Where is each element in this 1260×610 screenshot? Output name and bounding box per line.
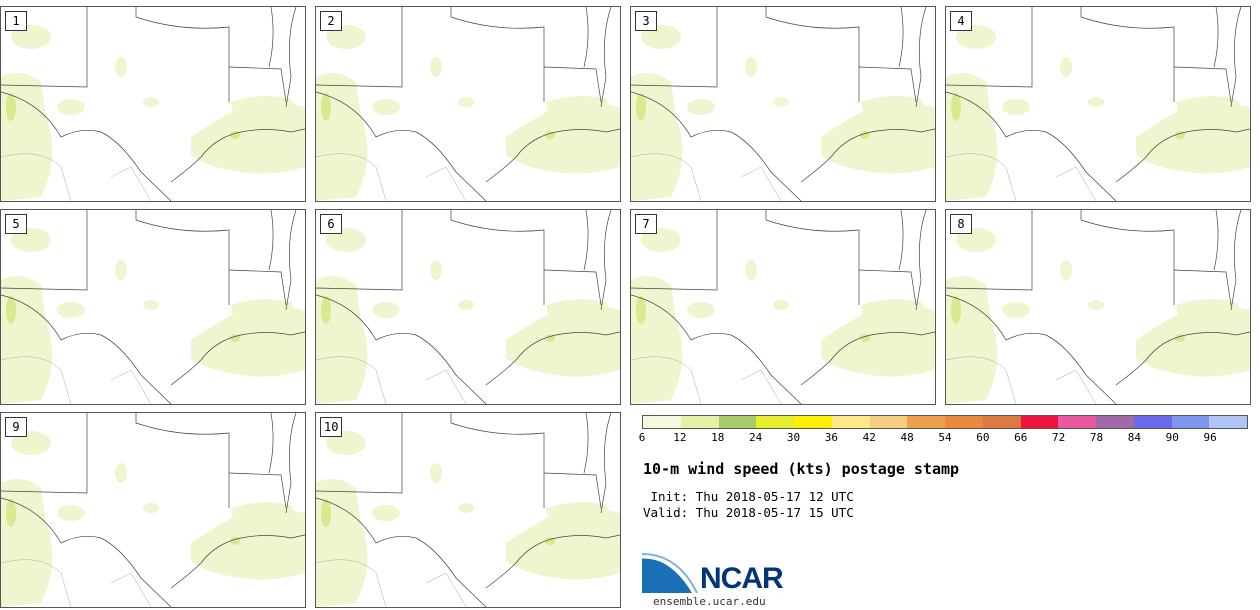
colorbar-tick-label: 84 [1127,431,1141,444]
colorbar-swatch [1058,416,1096,428]
stamp-panel-3: 3 [630,6,936,202]
stamp-number: 7 [635,214,657,234]
stamp-panel-10: 10 [315,412,621,608]
color-legend: 6 12 18 24 30 36 42 48 54 60 66 72 78 84 90 96 [638,415,1248,447]
stamp-map [1,210,305,404]
stamp-panel-4: 4 [945,6,1251,202]
ncar-logo-icon [642,553,698,594]
stamp-panel-9: 9 [0,412,306,608]
stamp-number: 5 [5,214,27,234]
stamp-number: 4 [950,11,972,31]
stamp-number: 1 [5,11,27,31]
colorbar-ticks: 6 12 18 24 30 36 42 48 54 60 66 72 78 84 90 96 [638,431,1248,447]
colorbar-swatch [982,416,1021,428]
valid-time: Valid: Thu 2018-05-17 15 UTC [643,505,854,520]
stamp-panel-7: 7 [630,209,936,405]
stamp-map [946,210,1250,404]
stamp-number: 8 [950,214,972,234]
stamp-number: 2 [320,11,342,31]
stamp-map [631,7,935,201]
colorbar-tick-label: 90 [1165,431,1179,444]
site-url: ensemble.ucar.edu [653,595,766,608]
colorbar-swatch [1209,416,1247,428]
colorbar [642,415,1248,429]
stamp-panel-2: 2 [315,6,621,202]
colorbar-swatch [1096,416,1134,428]
colorbar-tick-label: 54 [938,431,952,444]
stamp-panel-5: 5 [0,209,306,405]
colorbar-tick-label: 48 [900,431,914,444]
colorbar-tick-label: 96 [1203,431,1217,444]
stamp-map [631,210,935,404]
stamp-map [1,7,305,201]
stamp-map [946,7,1250,201]
colorbar-tick-label: 78 [1089,431,1104,444]
stamp-panel-8: 8 [945,209,1251,405]
colorbar-tick-label: 60 [976,431,990,444]
stamp-number: 9 [5,417,27,437]
ncar-logo-text: NCAR [700,562,784,595]
colorbar-tick-label: 72 [1052,431,1066,444]
colorbar-swatch [680,416,719,428]
colorbar-swatch [907,416,945,428]
colorbar-swatch [718,416,757,428]
stamp-number: 6 [320,214,342,234]
stamp-panel-6: 6 [315,209,621,405]
colorbar-swatch [945,416,983,428]
colorbar-tick-label: 12 [673,431,687,444]
stamp-map [1,413,305,607]
colorbar-swatch [869,416,908,428]
stamp-number: 3 [635,11,657,31]
stamp-map [316,210,620,404]
colorbar-tick-label: 18 [711,431,725,444]
colorbar-swatch [831,416,870,428]
colorbar-tick-label: 24 [749,431,763,444]
stamp-number: 10 [320,417,343,437]
colorbar-tick-label: 42 [862,431,876,444]
colorbar-tick-label: 66 [1014,431,1028,444]
colorbar-tick-label: 6 [638,431,646,444]
colorbar-swatch [1171,416,1210,428]
colorbar-swatch [794,416,832,428]
colorbar-swatch [643,416,681,428]
colorbar-tick-label: 36 [824,431,838,444]
colorbar-swatch [756,416,794,428]
colorbar-swatch [1133,416,1172,428]
plot-title: 10-m wind speed (kts) postage stamp [643,460,960,478]
colorbar-swatch [1020,416,1059,428]
stamp-map [316,413,620,607]
stamp-map [316,7,620,201]
init-time: Init: Thu 2018-05-17 12 UTC [643,489,854,504]
stamp-panel-1: 1 [0,6,306,202]
colorbar-tick-label: 30 [786,431,801,444]
